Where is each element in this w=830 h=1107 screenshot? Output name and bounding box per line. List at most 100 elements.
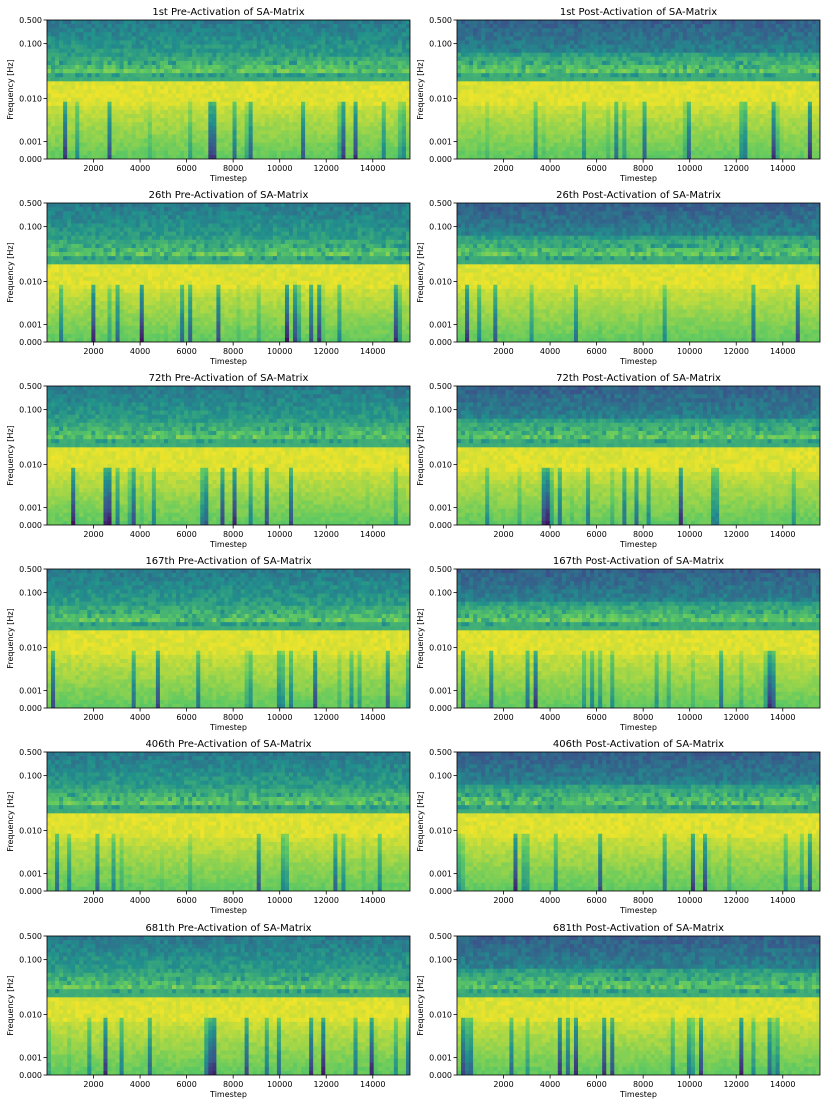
heatmap-cell	[99, 56, 105, 62]
heatmap-cell	[168, 97, 173, 103]
heatmap-cell	[594, 60, 599, 66]
heatmap-cell	[317, 52, 322, 58]
heatmap-cell	[208, 85, 213, 91]
heatmap-cell	[521, 138, 527, 144]
heatmap-cell	[505, 134, 511, 140]
heatmap-cell	[465, 44, 470, 50]
heatmap-cell	[119, 56, 125, 62]
heatmap-cell	[557, 40, 563, 46]
heatmap-cell	[533, 109, 539, 115]
heatmap-cell	[557, 146, 563, 152]
heatmap-cell	[111, 122, 117, 127]
heatmap-cell	[289, 69, 294, 74]
heatmap-cell	[256, 36, 262, 42]
heatmap-cell	[461, 56, 466, 62]
heatmap-cell	[606, 105, 611, 111]
heatmap-cell	[634, 126, 640, 131]
heatmap-cell	[228, 48, 234, 54]
heatmap-cell	[208, 126, 213, 131]
heatmap-cell	[248, 89, 254, 95]
heatmap-cell	[87, 40, 92, 46]
heatmap-cell	[353, 52, 359, 58]
heatmap-cell	[485, 122, 490, 127]
heatmap-cell	[204, 85, 209, 91]
heatmap-cell	[280, 150, 286, 156]
heatmap-cell	[317, 109, 322, 115]
heatmap-cell	[578, 64, 583, 70]
heatmap-cell	[586, 77, 591, 82]
heatmap-cell	[373, 101, 379, 107]
heatmap-cell	[670, 64, 676, 70]
heatmap-cell	[321, 130, 326, 136]
heatmap-cell	[365, 109, 371, 115]
heatmap-cell	[232, 154, 238, 159]
heatmap-cell	[168, 28, 173, 33]
heatmap-cell	[469, 97, 474, 103]
heatmap-cell	[369, 40, 375, 46]
heatmap-cell	[557, 130, 563, 136]
heatmap-cell	[650, 28, 656, 33]
heatmap-cell	[59, 52, 64, 58]
heatmap-cell	[553, 126, 559, 131]
heatmap-cell	[533, 44, 539, 50]
heatmap-cell	[513, 44, 519, 50]
heatmap-cell	[638, 48, 644, 54]
heatmap-cell	[313, 97, 318, 103]
heatmap-cell	[188, 36, 193, 42]
heatmap-cell	[309, 154, 314, 159]
heatmap-cell	[662, 138, 668, 144]
heatmap-cell	[622, 154, 627, 159]
heatmap-cell	[107, 40, 113, 46]
heatmap-cell	[83, 122, 88, 127]
heatmap-cell	[212, 93, 217, 99]
heatmap-cell	[272, 77, 278, 82]
heatmap-cell	[268, 105, 274, 111]
heatmap-cell	[485, 24, 490, 29]
heatmap-cell	[385, 52, 391, 58]
heatmap-cell	[345, 150, 351, 156]
heatmap-cell	[325, 138, 330, 144]
heatmap-cell	[103, 138, 109, 144]
heatmap-cell	[159, 32, 165, 37]
heatmap-cell	[111, 69, 117, 74]
heatmap-cell	[501, 48, 506, 54]
heatmap-cell	[143, 97, 149, 103]
heatmap-cell	[95, 89, 101, 95]
heatmap-cell	[67, 105, 72, 111]
heatmap-cell	[365, 77, 371, 82]
heatmap-cell	[565, 36, 571, 42]
heatmap-cell	[87, 105, 92, 111]
heatmap-cell	[260, 118, 266, 123]
heatmap-cell	[305, 118, 310, 123]
heatmap-cell	[626, 77, 632, 82]
heatmap-cell	[365, 114, 371, 119]
heatmap-cell	[244, 44, 250, 50]
heatmap-cell	[224, 20, 230, 25]
heatmap-cell	[565, 101, 571, 107]
heatmap-cell	[393, 36, 399, 42]
heatmap-cell	[139, 146, 145, 152]
heatmap-cell	[634, 20, 640, 25]
heatmap-cell	[115, 85, 121, 91]
heatmap-cell	[260, 73, 266, 78]
heatmap-cell	[594, 77, 599, 82]
heatmap-cell	[192, 126, 197, 131]
heatmap-cell	[521, 36, 527, 42]
heatmap-cell	[678, 28, 684, 33]
heatmap-cell	[622, 52, 627, 58]
heatmap-cell	[184, 24, 189, 29]
heatmap-cell	[606, 154, 611, 159]
heatmap-cell	[204, 114, 209, 119]
heatmap-cell	[505, 36, 511, 42]
heatmap-cell	[349, 109, 355, 115]
heatmap-cell	[284, 64, 290, 70]
heatmap-cell	[272, 48, 278, 54]
heatmap-cell	[155, 142, 161, 148]
heatmap-cell	[168, 77, 173, 82]
heatmap-cell	[75, 105, 80, 111]
heatmap-cell	[582, 93, 587, 99]
heatmap-cell	[578, 154, 583, 159]
heatmap-cell	[541, 130, 547, 136]
heatmap-cell	[264, 40, 270, 46]
heatmap-cell	[473, 126, 478, 131]
